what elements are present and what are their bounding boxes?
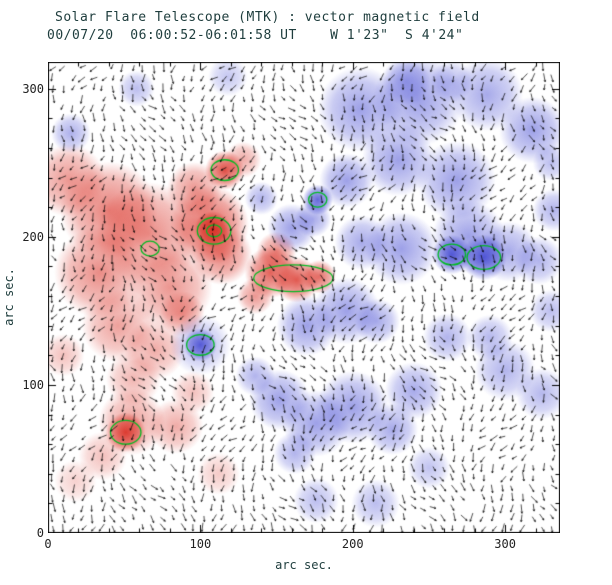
y-tick-label: 100 [22,377,44,392]
x-tick-label: 100 [189,537,212,551]
figure-subtitle: 00/07/20 06:00:52-06:01:58 UT W 1'23" S … [47,28,464,43]
figure-title: Solar Flare Telescope (MTK) : vector mag… [55,10,480,25]
y-tick-label: 200 [22,229,44,244]
x-tick-label: 200 [341,537,364,551]
magnetogram-canvas [48,62,560,533]
x-tick-label: 300 [494,537,516,551]
y-tick-label: 0 [36,526,44,540]
x-axis-label: arc sec. [275,558,333,572]
y-tick-label: 300 [22,81,44,96]
x-tick-label: 0 [44,537,52,551]
y-axis-label: arc sec. [2,268,16,326]
